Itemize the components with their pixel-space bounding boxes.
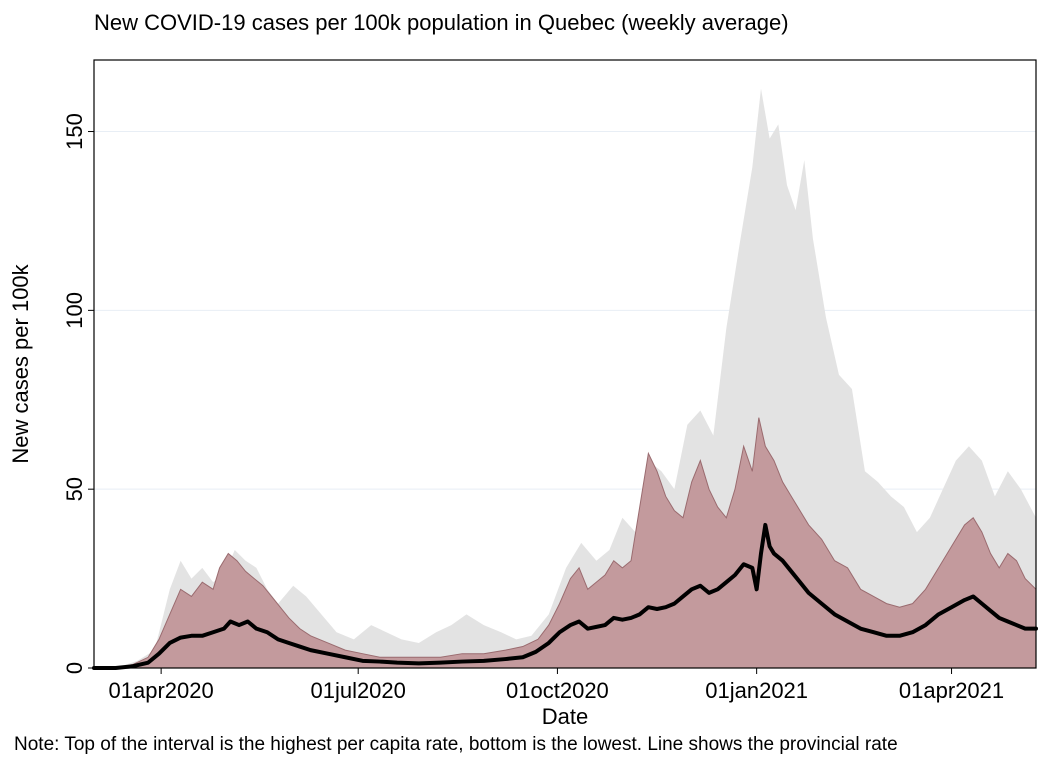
x-tick-label: 01apr2020 — [109, 678, 214, 703]
x-tick-label: 01jan2021 — [705, 678, 808, 703]
x-tick-label: 01apr2021 — [899, 678, 1004, 703]
x-tick-label: 01oct2020 — [506, 678, 609, 703]
chart-title: New COVID-19 cases per 100k population i… — [94, 10, 789, 35]
chart-note: Note: Top of the interval is the highest… — [14, 734, 898, 755]
y-axis-label: New cases per 100k — [8, 263, 33, 463]
y-tick-label: 100 — [62, 292, 87, 329]
y-tick-label: 50 — [62, 477, 87, 501]
y-tick-label: 0 — [62, 662, 87, 674]
x-axis-label: Date — [542, 704, 588, 729]
chart-container: New COVID-19 cases per 100k population i… — [0, 0, 1050, 764]
x-tick-label: 01jul2020 — [310, 678, 405, 703]
y-tick-label: 150 — [62, 113, 87, 150]
chart-svg: New COVID-19 cases per 100k population i… — [0, 0, 1050, 764]
